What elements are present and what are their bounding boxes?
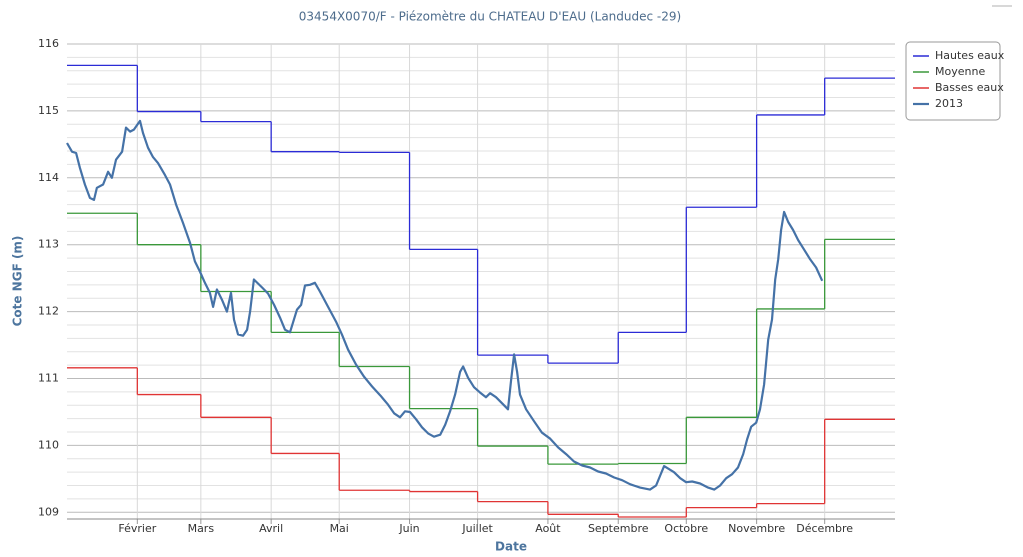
y-axis-title: Cote NGF (m) (11, 236, 25, 327)
series-line (66, 119, 824, 491)
legend-label: Moyenne (935, 65, 985, 78)
legend-label: Hautes eaux (935, 49, 1005, 62)
x-tick-label: Novembre (728, 522, 785, 535)
y-tick-label: 111 (38, 372, 59, 385)
y-tick-label: 113 (38, 238, 59, 251)
x-tick-label: Août (535, 522, 561, 535)
x-tick-label: Septembre (588, 522, 649, 535)
chart-title: 03454X0070/F - Piézomètre du CHATEAU D'E… (299, 10, 681, 24)
x-tick-label: Février (118, 522, 156, 535)
x-tick-label: Juin (398, 522, 419, 535)
x-axis-title: Date (495, 540, 527, 554)
x-tick-label: Juillet (461, 522, 493, 535)
x-tick-label: Décembre (796, 522, 853, 535)
x-tick-label: Octobre (664, 522, 708, 535)
legend-label: 2013 (935, 97, 963, 110)
legend-label: Basses eaux (935, 81, 1004, 94)
y-tick-label: 110 (38, 438, 59, 451)
y-tick-label: 112 (38, 305, 59, 318)
y-tick-label: 115 (38, 104, 59, 117)
y-tick-label: 114 (38, 171, 59, 184)
legend-box (905, 41, 1001, 121)
y-tick-label: 109 (38, 505, 59, 518)
x-tick-label: Avril (259, 522, 283, 535)
x-tick-label: Mars (188, 522, 215, 535)
x-tick-label: Mai (330, 522, 349, 535)
y-tick-label: 116 (38, 37, 59, 50)
